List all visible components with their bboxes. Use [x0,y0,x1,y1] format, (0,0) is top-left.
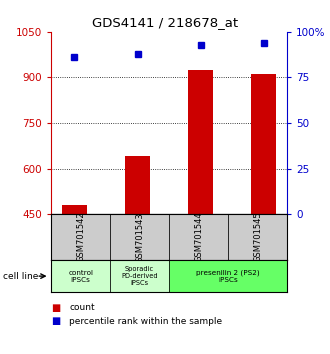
Bar [251,74,277,214]
Bar [228,214,287,260]
Text: ■: ■ [51,303,60,313]
Text: GSM701544: GSM701544 [194,212,203,263]
Text: presenilin 2 (PS2)
iPSCs: presenilin 2 (PS2) iPSCs [196,269,260,283]
Text: percentile rank within the sample: percentile rank within the sample [69,316,222,326]
Bar [62,205,87,214]
Text: control
IPSCs: control IPSCs [68,270,93,282]
Bar [51,214,110,260]
Bar [51,260,110,292]
Bar [110,260,169,292]
Text: GSM701545: GSM701545 [253,212,262,263]
Bar [169,214,228,260]
Text: ■: ■ [51,316,60,326]
Text: count: count [69,303,95,313]
Text: Sporadic
PD-derived
iPSCs: Sporadic PD-derived iPSCs [121,266,158,286]
Bar [169,260,287,292]
Text: GDS4141 / 218678_at: GDS4141 / 218678_at [92,16,238,29]
Bar [125,156,150,214]
Text: cell line: cell line [3,272,39,281]
Text: GSM701542: GSM701542 [76,212,85,263]
Bar [110,214,169,260]
Text: GSM701543: GSM701543 [135,212,144,263]
Bar [188,70,213,214]
